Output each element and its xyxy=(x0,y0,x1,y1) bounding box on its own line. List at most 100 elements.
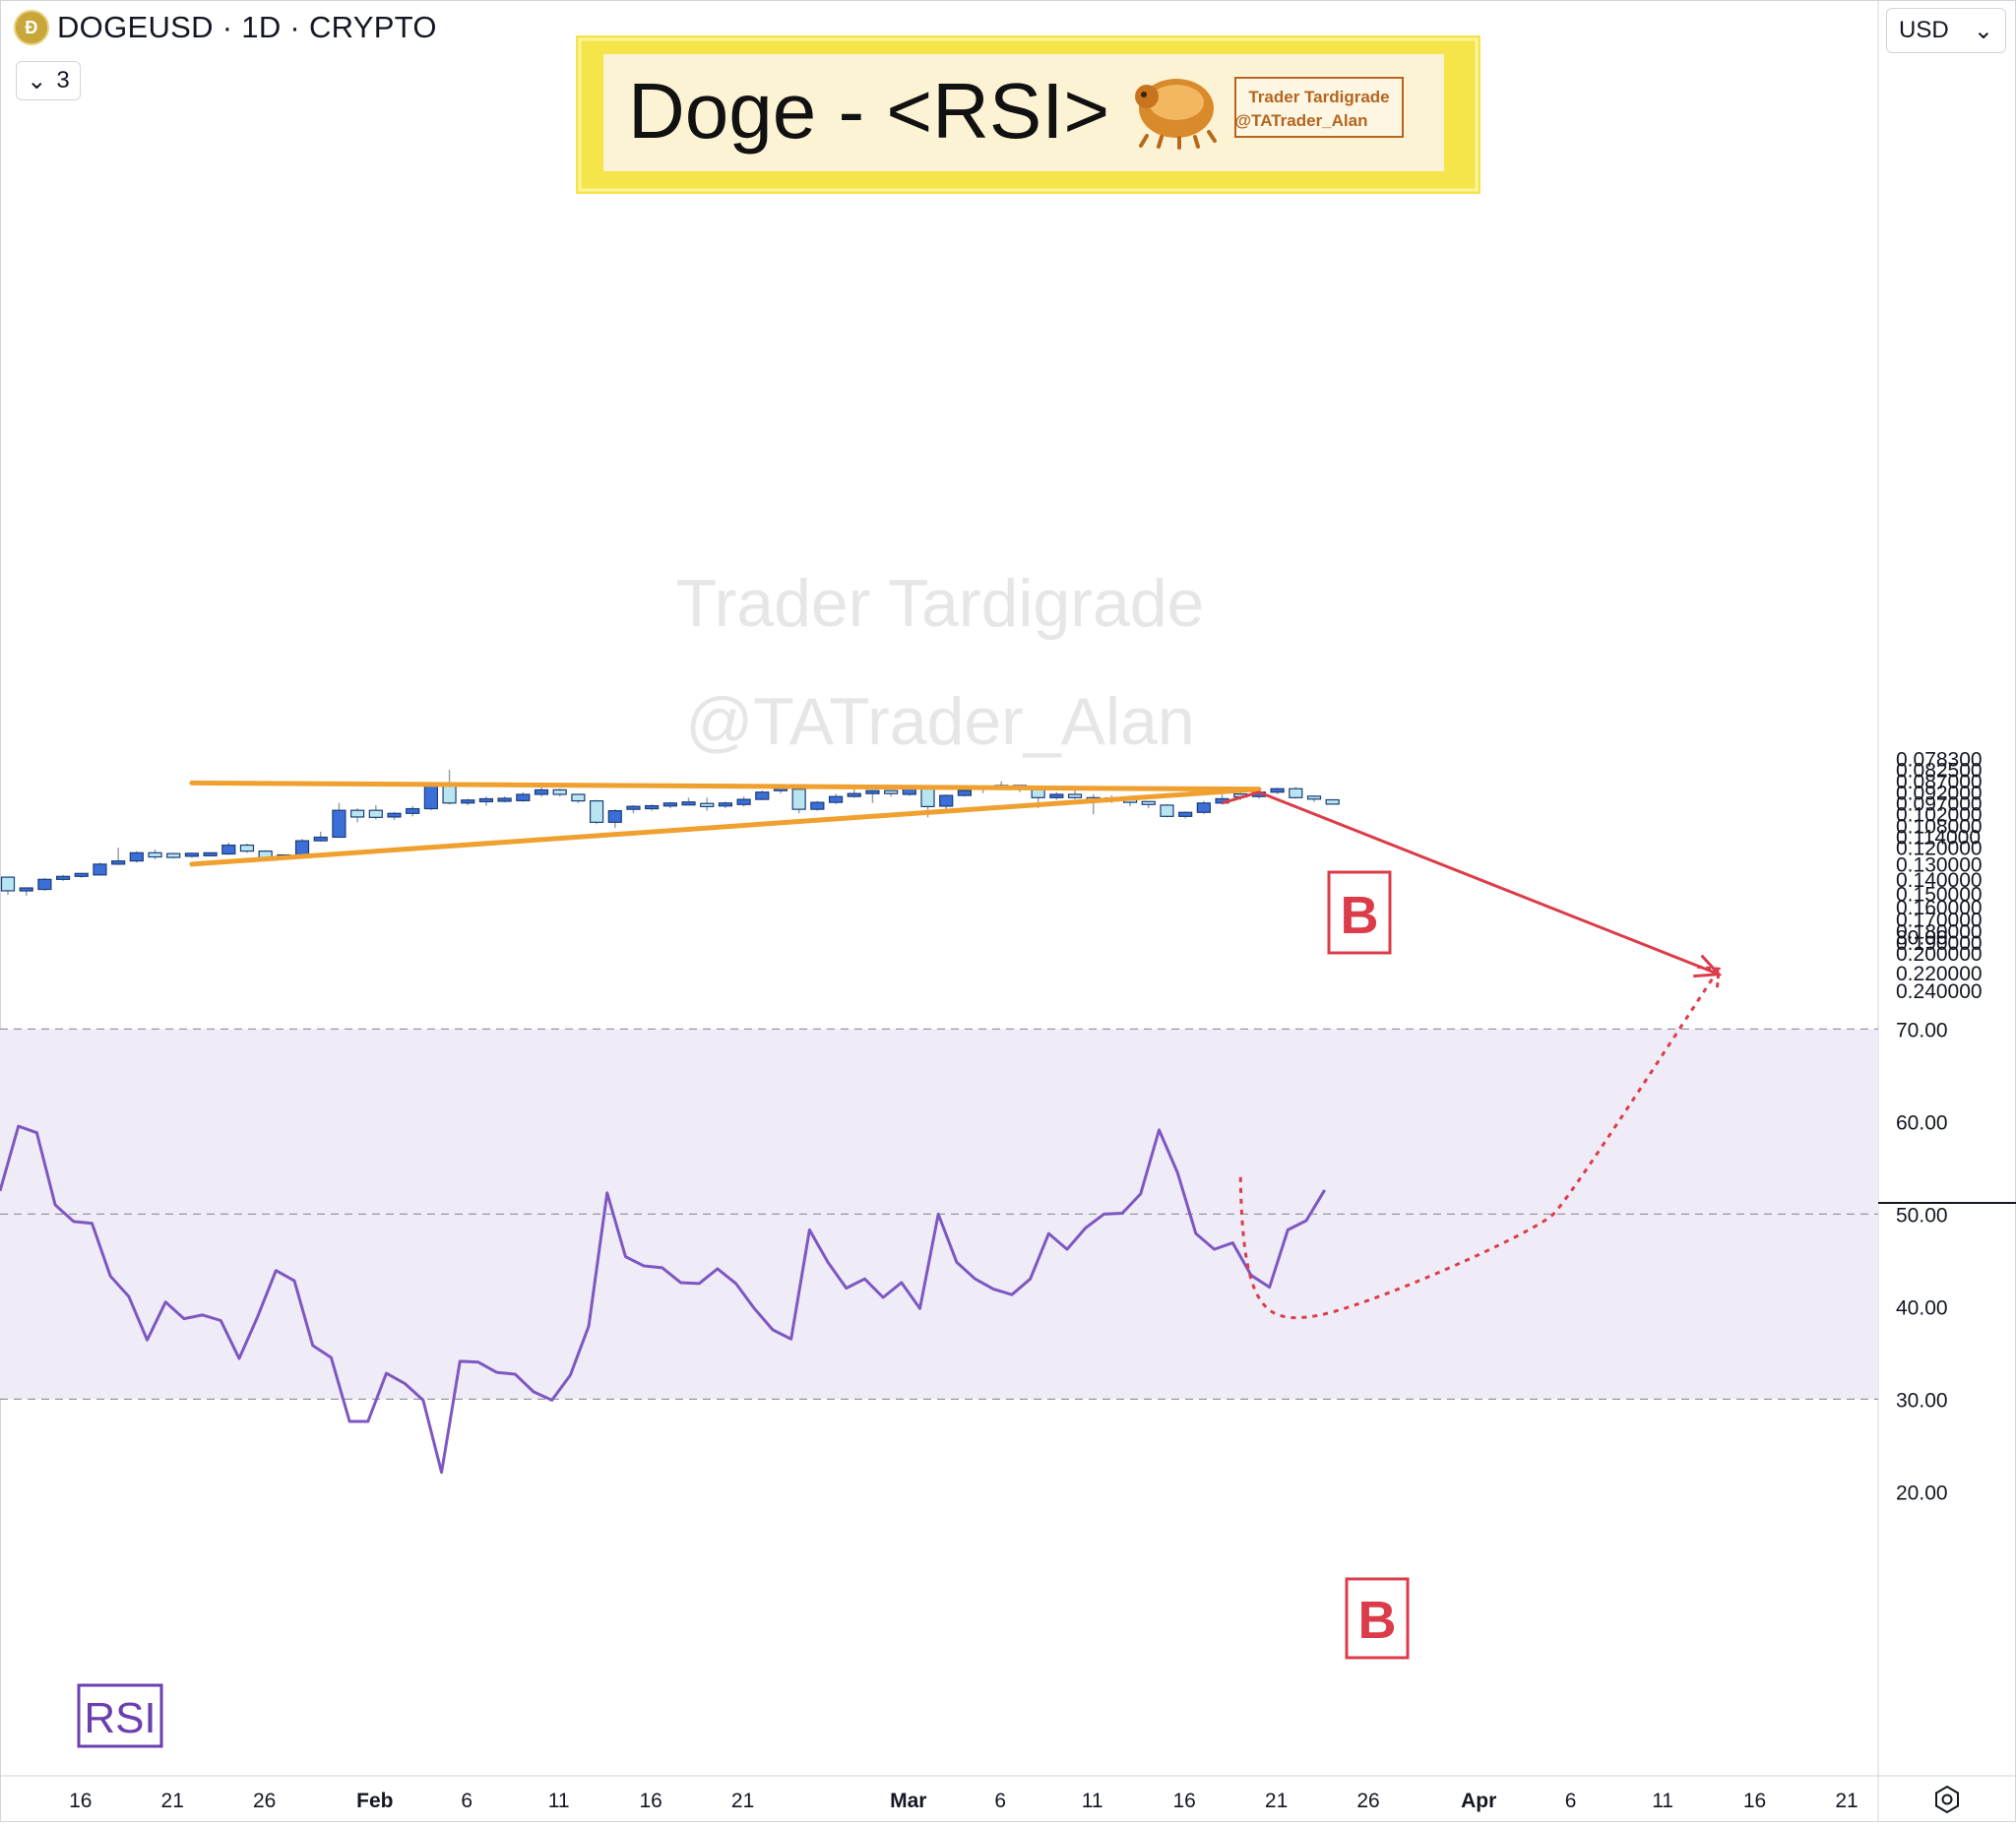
rsi-legend-label: RSI xyxy=(84,1694,156,1742)
candle-body xyxy=(313,836,328,842)
candle xyxy=(662,801,677,809)
candle-body xyxy=(19,887,33,892)
candle-body xyxy=(221,844,236,855)
candlestick-series xyxy=(0,769,1340,896)
time-tick-label: 21 xyxy=(161,1790,184,1812)
time-tick-label: 16 xyxy=(69,1790,92,1812)
time-tick-label: 6 xyxy=(461,1790,472,1812)
candle-body xyxy=(884,789,899,794)
triangle-pattern xyxy=(189,780,1262,867)
price-tick-label: 0.170000 xyxy=(1896,910,1983,932)
price-tick-label: 0.078300 xyxy=(1896,749,1983,772)
candle xyxy=(828,793,844,804)
symbol-title: DOGEUSD · 1D · CRYPTO xyxy=(57,10,437,44)
candle xyxy=(93,862,107,876)
candle-body xyxy=(1160,804,1174,817)
candle-body xyxy=(810,801,825,810)
rsi-tick-label: 70.00 xyxy=(1896,1019,1948,1041)
candle xyxy=(571,793,586,803)
time-tick-label: 11 xyxy=(1082,1790,1103,1812)
time-tick-label: 21 xyxy=(1265,1790,1288,1812)
candle xyxy=(423,783,438,811)
candle xyxy=(791,788,806,814)
candle xyxy=(406,805,420,817)
time-tick-label: 21 xyxy=(1835,1790,1858,1812)
candle xyxy=(239,843,255,853)
rsi-marker-b-label: B xyxy=(1358,1591,1397,1650)
time-tick-label: 16 xyxy=(1172,1790,1195,1812)
candle-body xyxy=(350,809,365,818)
candle xyxy=(700,797,715,811)
arrow-head-icon xyxy=(1697,965,1721,991)
candle xyxy=(810,800,825,811)
chart-settings-button[interactable] xyxy=(1929,1782,1965,1817)
candle-body xyxy=(755,791,770,800)
candle xyxy=(221,842,236,855)
time-tick-label: 6 xyxy=(1565,1790,1577,1812)
candle xyxy=(111,848,126,865)
candle xyxy=(166,852,181,859)
tardigrade-logo-icon xyxy=(1135,79,1217,150)
indicator-count: 3 xyxy=(56,67,70,94)
watermark-line2: @TATrader_Alan xyxy=(685,684,1195,759)
banner-glow xyxy=(578,37,1479,192)
candle-body xyxy=(1270,788,1285,793)
candle-body xyxy=(1196,802,1211,813)
candle-body xyxy=(497,797,512,802)
candle-body xyxy=(1178,811,1193,817)
candle xyxy=(0,876,16,896)
rsi-tick-label: 20.00 xyxy=(1896,1481,1948,1504)
currency-selector[interactable]: USD ⌄ xyxy=(1886,8,2006,53)
price-tick-label: 0.160000 xyxy=(1896,897,1983,919)
candle xyxy=(19,887,33,896)
candle xyxy=(884,789,899,797)
indicators-collapse-button[interactable]: ⌄ 3 xyxy=(16,61,81,100)
rsi-projection xyxy=(1238,965,1721,1320)
candle xyxy=(1141,800,1156,809)
candle-body xyxy=(111,860,126,865)
rsi-tick-label: 40.00 xyxy=(1896,1296,1948,1319)
symbol-header[interactable]: Ð DOGEUSD · 1D · CRYPTO xyxy=(14,10,437,45)
candle-body xyxy=(700,802,715,808)
rsi-tick-label: 60.00 xyxy=(1896,1111,1948,1134)
candle xyxy=(442,769,457,805)
candle-body xyxy=(166,852,181,858)
candle-body xyxy=(1289,788,1303,798)
dogecoin-icon: Ð xyxy=(14,10,49,45)
time-tick-label: 11 xyxy=(1652,1790,1673,1812)
candle xyxy=(368,804,383,820)
price-axis-labels: 0.2400000.2200000.2000000.1900000.180000… xyxy=(1896,749,1983,1003)
candle xyxy=(74,872,89,878)
candle xyxy=(1067,790,1083,800)
time-tick-label: Feb xyxy=(356,1790,393,1812)
price-tick-label: 0.190000 xyxy=(1896,932,1983,955)
rsi-tick-label: 50.00 xyxy=(1896,1204,1948,1227)
price-tick-label: 0.087000 xyxy=(1896,771,1983,793)
candle-body xyxy=(662,802,677,807)
candle-body xyxy=(847,792,861,797)
candle-body xyxy=(478,797,494,803)
time-tick-label: 16 xyxy=(1743,1790,1766,1812)
rsi-line-series xyxy=(0,1124,1326,1475)
candle xyxy=(350,808,365,823)
rsi-legend-box: RSI xyxy=(77,1683,163,1748)
candle-body xyxy=(645,804,660,810)
candle-body xyxy=(184,852,199,857)
candle xyxy=(1160,803,1174,818)
time-tick-label: 26 xyxy=(1356,1790,1379,1812)
candle-body xyxy=(828,795,844,803)
candle-body xyxy=(681,801,696,806)
candle-body xyxy=(589,800,604,823)
candle-body xyxy=(607,810,622,823)
candle xyxy=(1086,793,1101,815)
candle-body xyxy=(1049,793,1064,798)
candle xyxy=(589,799,604,825)
price-tick-label: 0.097000 xyxy=(1896,793,1983,816)
price-tick-label: 0.130000 xyxy=(1896,853,1983,876)
candle xyxy=(1289,787,1303,799)
candle xyxy=(607,809,622,829)
time-tick-label: Mar xyxy=(890,1790,926,1812)
candle xyxy=(718,801,733,809)
price-marker-b-label: B xyxy=(1341,886,1379,945)
